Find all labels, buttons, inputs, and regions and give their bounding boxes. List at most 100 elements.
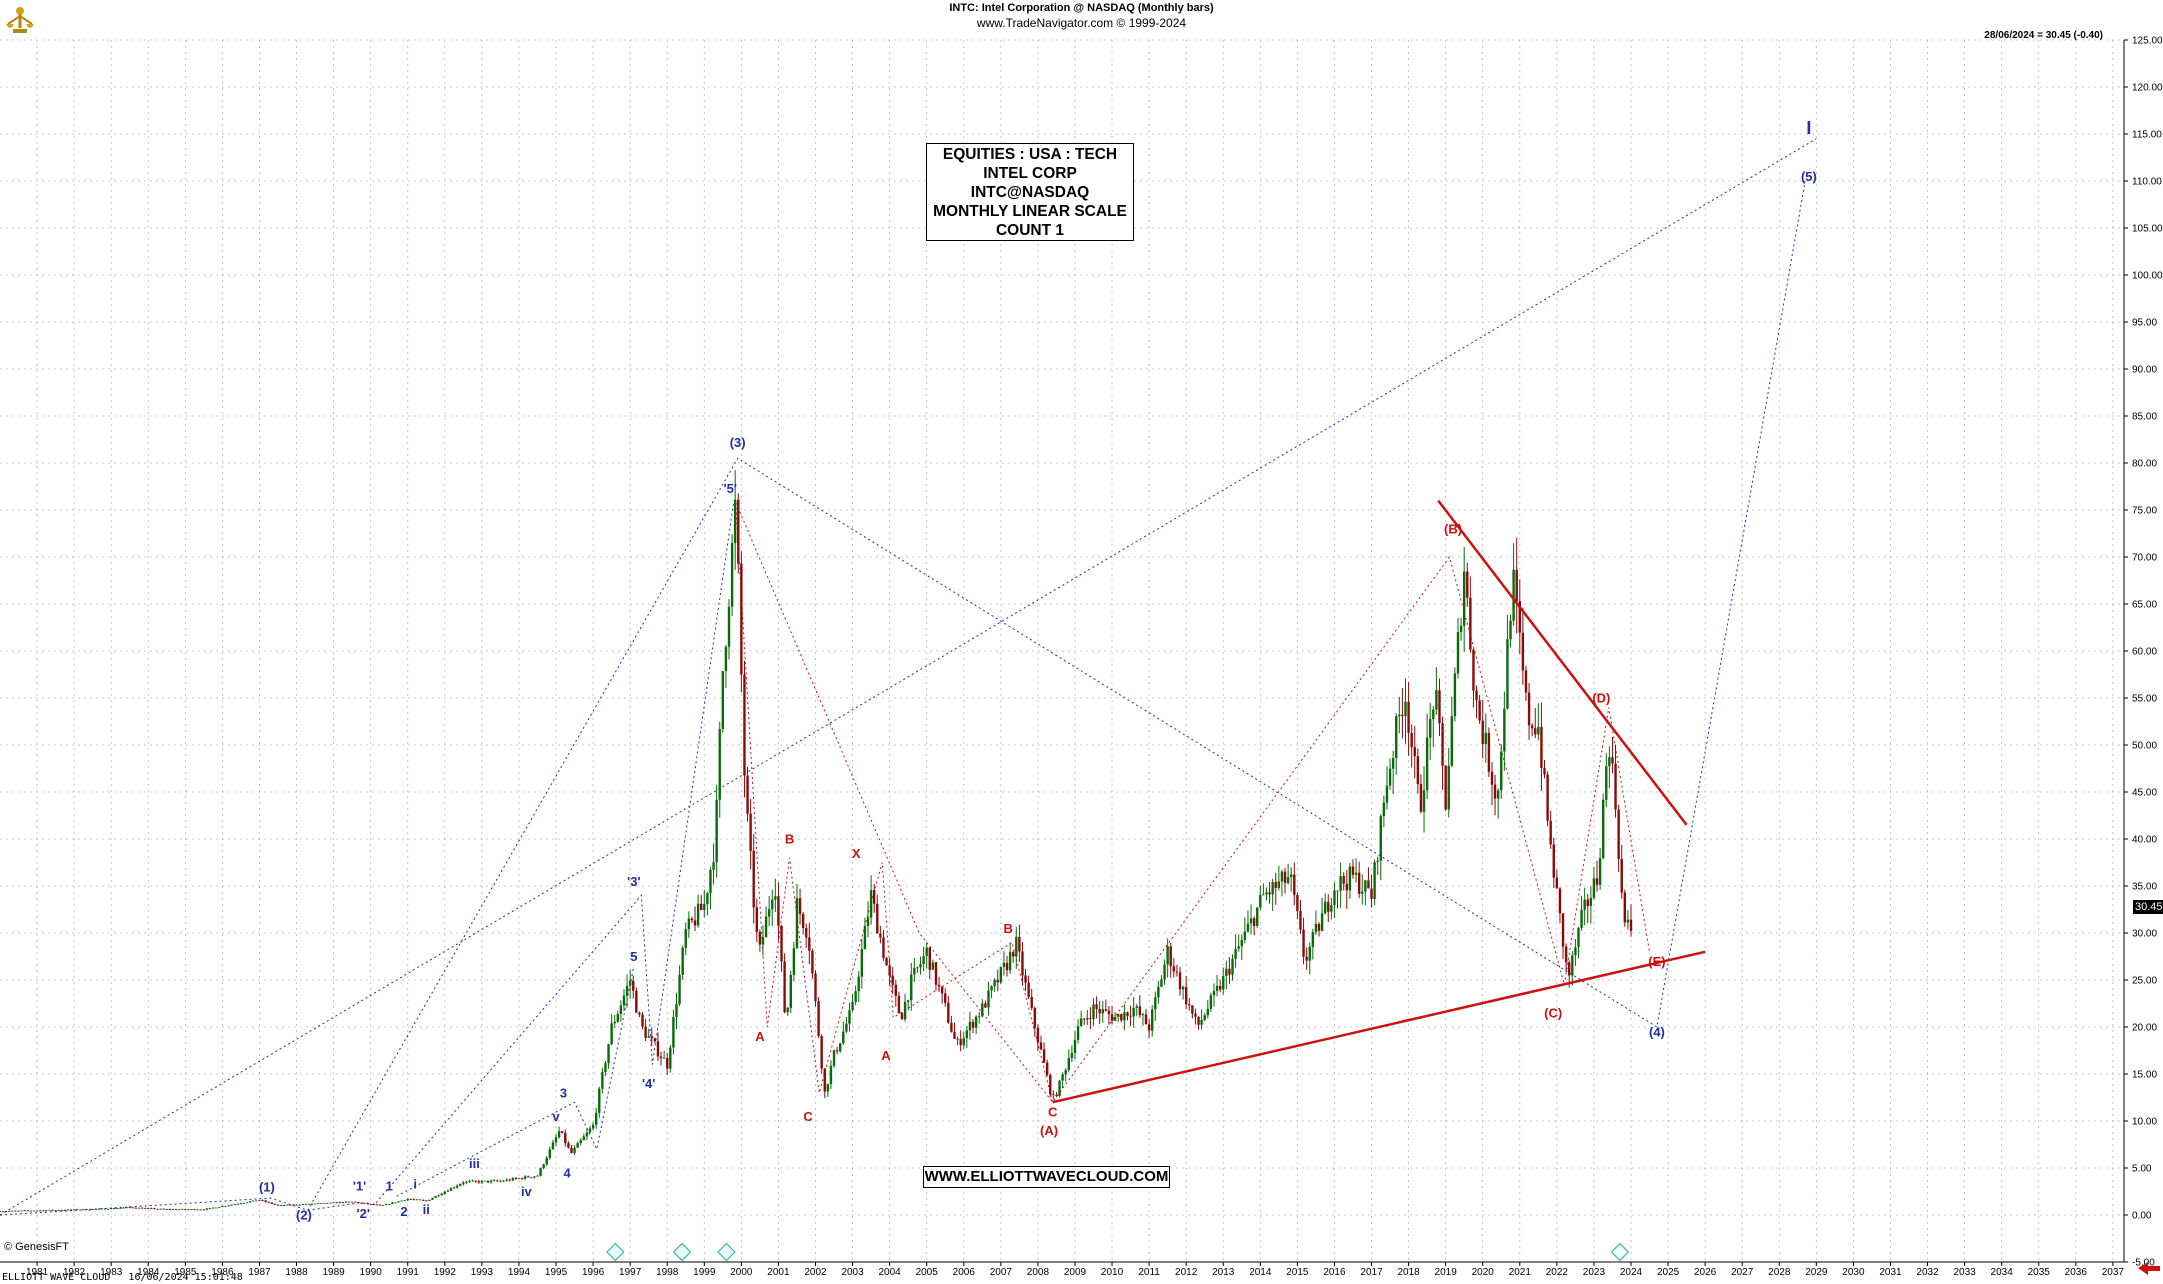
price-candle bbox=[1333, 890, 1336, 906]
price-candle bbox=[496, 1180, 499, 1182]
price-candle bbox=[548, 1149, 552, 1158]
price-candle bbox=[474, 1180, 477, 1182]
price-candle bbox=[502, 1180, 505, 1182]
price-candle bbox=[29, 1210, 33, 1212]
price-candle bbox=[459, 1184, 462, 1186]
scroll-arrow[interactable] bbox=[2138, 1262, 2160, 1275]
price-candle bbox=[981, 1003, 984, 1017]
x-tick-label: 1991 bbox=[397, 1267, 420, 1278]
price-candle bbox=[1024, 975, 1027, 983]
price-candle bbox=[730, 543, 734, 607]
price-candle bbox=[437, 1195, 440, 1197]
x-tick-label: 2001 bbox=[767, 1267, 790, 1278]
price-candle bbox=[187, 1209, 190, 1211]
trendline bbox=[1437, 499, 1688, 826]
price-candle bbox=[598, 1088, 601, 1113]
price-candle bbox=[1067, 1058, 1070, 1071]
price-candle bbox=[1342, 876, 1345, 884]
price-candle bbox=[1209, 995, 1213, 1009]
price-candle bbox=[1601, 799, 1605, 859]
price-candle bbox=[1107, 1010, 1111, 1015]
price-candle bbox=[1564, 946, 1568, 963]
price-candle bbox=[310, 1203, 314, 1205]
wave-label: (A) bbox=[1040, 1123, 1058, 1138]
x-tick-label: 1992 bbox=[434, 1267, 457, 1278]
price-candle bbox=[1049, 1075, 1052, 1095]
price-candle bbox=[1339, 876, 1342, 891]
price-candle bbox=[255, 1200, 258, 1202]
price-candle bbox=[610, 1023, 613, 1045]
price-candle bbox=[1132, 1007, 1135, 1017]
price-candle bbox=[329, 1202, 332, 1204]
price-candle bbox=[347, 1201, 351, 1203]
price-candle bbox=[1218, 985, 1222, 990]
price-candle bbox=[1540, 726, 1543, 769]
price-candle bbox=[582, 1136, 586, 1141]
x-tick-label: 2018 bbox=[1397, 1267, 1420, 1278]
price-candle bbox=[103, 1208, 107, 1210]
x-tick-label: 2016 bbox=[1323, 1267, 1346, 1278]
price-candle bbox=[106, 1208, 110, 1210]
price-candle bbox=[156, 1208, 159, 1210]
price-candle bbox=[1527, 692, 1531, 726]
price-candle bbox=[1456, 632, 1460, 674]
price-candle bbox=[1629, 919, 1633, 931]
price-candle bbox=[1503, 708, 1506, 752]
price-candle bbox=[570, 1147, 573, 1153]
price-candle bbox=[733, 499, 737, 544]
price-candle bbox=[443, 1191, 447, 1194]
y-tick-label: 0.00 bbox=[2132, 1211, 2152, 1222]
price-candle bbox=[1605, 766, 1608, 800]
price-candle bbox=[1283, 871, 1287, 883]
x-tick-label: 1990 bbox=[360, 1267, 383, 1278]
y-tick-label: 100.00 bbox=[2132, 271, 2163, 282]
price-candle bbox=[1234, 948, 1237, 959]
price-candle bbox=[696, 903, 700, 926]
price-candle bbox=[233, 1204, 236, 1206]
price-candle bbox=[1018, 936, 1021, 952]
price-candle bbox=[950, 1022, 953, 1032]
price-candle bbox=[1123, 1012, 1126, 1021]
price-candle bbox=[551, 1142, 555, 1150]
price-candle bbox=[134, 1207, 138, 1209]
price-candle bbox=[184, 1209, 187, 1210]
price-candle bbox=[993, 979, 996, 987]
price-candle bbox=[675, 1003, 678, 1018]
wave-label: '1' bbox=[353, 1179, 366, 1194]
x-tick-label: 2020 bbox=[1472, 1267, 1495, 1278]
price-candle bbox=[1305, 956, 1308, 961]
price-candle bbox=[363, 1202, 366, 1204]
wave-label: C bbox=[803, 1109, 813, 1124]
price-candle bbox=[1481, 720, 1484, 745]
price-candle bbox=[715, 799, 718, 863]
price-candle bbox=[1361, 891, 1364, 894]
price-candle bbox=[35, 1210, 39, 1212]
y-tick-label: 10.00 bbox=[2132, 1117, 2157, 1128]
price-candle bbox=[897, 995, 901, 1014]
price-candle bbox=[1104, 1009, 1108, 1011]
price-candle bbox=[1073, 1039, 1077, 1054]
price-candle bbox=[1484, 732, 1488, 745]
price-candle bbox=[1194, 1013, 1197, 1017]
arrow-left-icon[interactable] bbox=[2138, 1262, 2160, 1275]
price-candle bbox=[54, 1210, 57, 1211]
price-candle bbox=[1580, 909, 1583, 928]
price-candle bbox=[32, 1210, 36, 1212]
price-candle bbox=[1496, 790, 1500, 799]
price-candle bbox=[789, 974, 792, 1008]
price-candle bbox=[1191, 1005, 1194, 1014]
price-candle bbox=[440, 1193, 443, 1196]
y-tick-label: 75.00 bbox=[2132, 506, 2157, 517]
price-candle bbox=[1225, 968, 1228, 977]
price-candle bbox=[718, 728, 721, 800]
x-tick-label: 2021 bbox=[1509, 1267, 1532, 1278]
price-candle bbox=[706, 893, 709, 904]
trendline bbox=[1052, 950, 1706, 1104]
price-candle bbox=[1388, 768, 1392, 786]
price-candle bbox=[252, 1200, 255, 1202]
price-candle bbox=[1184, 986, 1188, 1005]
x-tick-label: 2024 bbox=[1620, 1267, 1643, 1278]
price-candle bbox=[455, 1185, 459, 1188]
price-candle bbox=[823, 1068, 826, 1092]
price-candle bbox=[727, 606, 731, 647]
